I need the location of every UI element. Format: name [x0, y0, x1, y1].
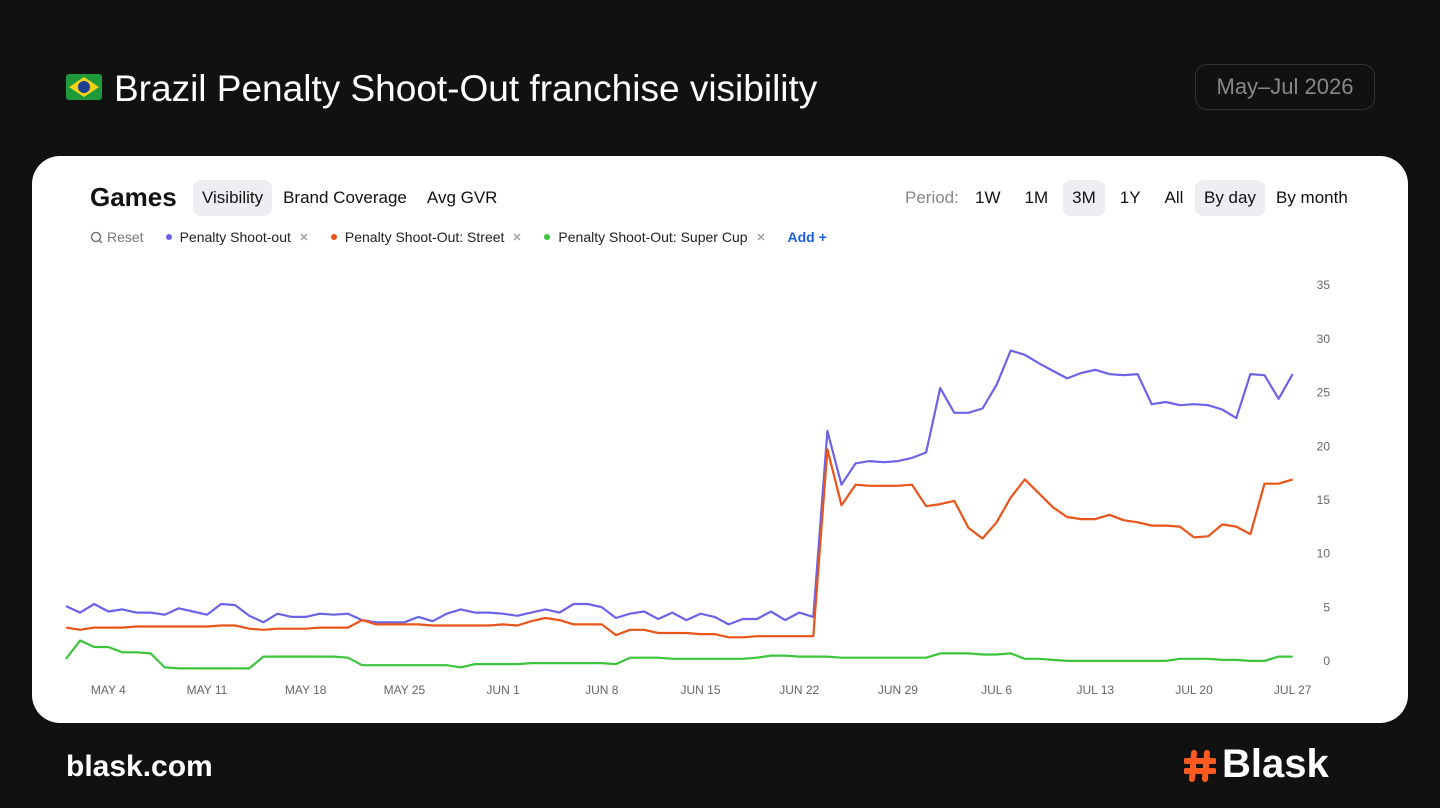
series-line: [65, 448, 1294, 639]
tab[interactable]: Visibility: [193, 180, 273, 216]
reset-button[interactable]: Reset: [90, 229, 144, 245]
granularity-button[interactable]: By day: [1195, 180, 1265, 216]
legend-dot: [544, 234, 551, 240]
legend-label: Penalty Shoot-Out: Super Cup: [558, 229, 748, 245]
periods: 1W 1M 3M 1Y All: [966, 180, 1192, 216]
series-line: [65, 639, 1293, 670]
x-tick-label: JUN 22: [779, 683, 819, 697]
legend-label: Penalty Shoot-Out: Street: [344, 229, 505, 245]
period-button[interactable]: 1W: [975, 188, 1001, 207]
x-tick-label: MAY 4: [91, 683, 126, 697]
tab[interactable]: Brand Coverage: [283, 188, 407, 207]
remove-icon[interactable]: [299, 232, 309, 242]
flag: [66, 74, 102, 100]
legend-item[interactable]: Penalty Shoot-out: [165, 229, 309, 245]
granularity-button[interactable]: By month: [1275, 188, 1348, 207]
brand-icon: [1184, 750, 1216, 782]
legend-item[interactable]: Penalty Shoot-Out: Super Cup: [544, 229, 765, 245]
add-button[interactable]: Add +: [787, 229, 827, 245]
period-button[interactable]: 3M: [1063, 180, 1105, 216]
brand: Blask: [1222, 742, 1329, 786]
x-tick-label: JUN 15: [680, 683, 720, 697]
x-tick-label: JUL 13: [1077, 683, 1115, 697]
period-button[interactable]: 1Y: [1119, 188, 1141, 207]
x-tick-label: JUN 8: [585, 683, 619, 697]
legend: Reset Penalty Shoot-out Penalty Shoot-Out…: [90, 229, 827, 245]
reset-label: Reset: [107, 229, 144, 245]
legend-label: Penalty Shoot-out: [179, 229, 291, 245]
legend-dot: [165, 234, 172, 240]
period-button[interactable]: 1M: [1024, 188, 1049, 207]
y-tick-label: 10: [1317, 547, 1331, 561]
card: [32, 156, 1408, 723]
granularity: By day By month: [1195, 180, 1357, 216]
x-tick-label: JUN 1: [486, 683, 520, 697]
legend-item[interactable]: Penalty Shoot-Out: Street: [330, 229, 523, 245]
period-badge[interactable]: May–Jul 2026: [1195, 64, 1375, 110]
x-tick-label: JUL 6: [981, 683, 1012, 697]
y-tick-label: 25: [1317, 386, 1331, 400]
y-tick-label: 0: [1323, 654, 1330, 668]
x-tick-label: MAY 18: [285, 683, 327, 697]
period-button[interactable]: All: [1164, 188, 1184, 207]
y-tick-label: 20: [1317, 439, 1331, 453]
y-tick-label: 30: [1317, 332, 1331, 346]
series-line: [65, 349, 1294, 626]
section-title: Games: [90, 182, 177, 212]
legend-dot: [330, 234, 337, 240]
x-tick-label: JUN 29: [878, 683, 918, 697]
x-tick-label: JUL 20: [1175, 683, 1213, 697]
x-tick-label: MAY 25: [384, 683, 426, 697]
remove-icon[interactable]: [512, 232, 522, 242]
period-label: Period:: [905, 188, 959, 207]
x-tick-label: JUL 27: [1274, 683, 1312, 697]
tab[interactable]: Avg GVR: [426, 188, 498, 207]
y-tick-label: 35: [1317, 278, 1331, 292]
tabs: Visibility Brand Coverage Avg GVR: [193, 180, 506, 216]
x-tick-label: MAY 11: [187, 683, 228, 697]
remove-icon[interactable]: [756, 232, 766, 242]
site: blask.com: [66, 750, 213, 783]
y-tick-label: 15: [1317, 493, 1331, 507]
y-tick-label: 5: [1323, 600, 1330, 614]
title: Brazil Penalty Shoot-Out franchise visib…: [114, 68, 818, 109]
